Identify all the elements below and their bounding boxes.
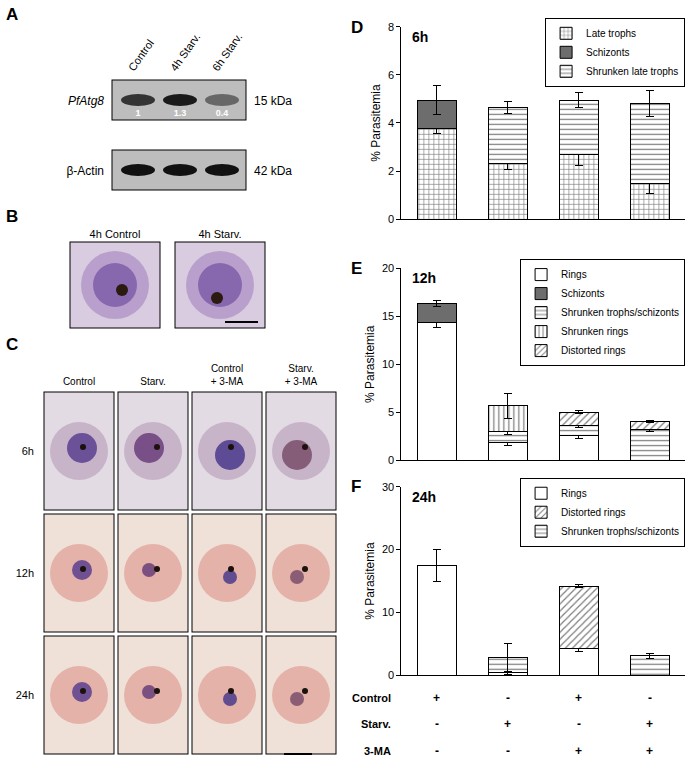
svg-text:E: E [351,259,362,278]
svg-text:4h Starv.: 4h Starv. [198,228,241,240]
svg-text:6h: 6h [412,29,428,45]
svg-text:12h: 12h [16,567,34,579]
svg-text:Distorted rings: Distorted rings [561,507,625,518]
svg-text:+: + [646,717,653,731]
svg-text:F: F [351,477,361,496]
svg-text:Distorted rings: Distorted rings [561,345,625,356]
svg-text:PfAtg8: PfAtg8 [68,94,104,108]
svg-text:24h: 24h [412,489,436,505]
svg-text:Rings: Rings [561,269,587,280]
svg-text:12h: 12h [412,270,436,286]
svg-text:-: - [648,691,652,705]
svg-text:B: B [6,207,18,226]
svg-text:+: + [575,691,582,705]
svg-text:1.3: 1.3 [174,108,187,118]
svg-text:Shrunken trophs/schizonts: Shrunken trophs/schizonts [561,307,679,318]
svg-text:15 kDa: 15 kDa [254,94,292,108]
svg-text:5: 5 [388,406,394,418]
svg-text:% Parasitemia: % Parasitemia [363,325,377,403]
svg-text:Schizonts: Schizonts [586,47,629,58]
svg-text:15: 15 [382,310,394,322]
svg-text:1: 1 [135,108,140,118]
svg-text:8: 8 [388,21,394,33]
svg-text:24h: 24h [16,689,34,701]
svg-text:Schizonts: Schizonts [561,288,604,299]
svg-text:30: 30 [382,481,394,493]
svg-text:-: - [506,744,510,758]
svg-text:Shrunken trophs/schizonts: Shrunken trophs/schizonts [561,526,679,537]
svg-text:A: A [6,5,18,24]
svg-text:3-MA: 3-MA [364,745,391,757]
svg-text:+: + [504,717,511,731]
svg-text:β-Actin: β-Actin [66,164,104,178]
svg-text:+: + [433,691,440,705]
svg-text:20: 20 [382,543,394,555]
svg-text:-: - [506,691,510,705]
svg-text:Starv.: Starv. [288,363,313,374]
svg-text:0: 0 [388,669,394,681]
svg-text:+: + [575,744,582,758]
svg-text:% Parasitemia: % Parasitemia [369,84,383,162]
svg-text:0.4: 0.4 [216,108,229,118]
svg-text:10: 10 [382,606,394,618]
svg-text:10: 10 [382,358,394,370]
svg-text:Shrunken rings: Shrunken rings [561,326,628,337]
svg-text:D: D [351,18,363,37]
svg-text:Starv.: Starv. [361,718,391,730]
svg-text:C: C [6,335,18,354]
svg-text:Shrunken late trophs: Shrunken late trophs [586,66,678,77]
svg-text:Control: Control [211,363,243,374]
svg-text:6h Starv.: 6h Starv. [210,31,245,73]
svg-text:Late trophs: Late trophs [586,28,636,39]
svg-text:+: + [646,744,653,758]
svg-text:-: - [435,717,439,731]
svg-text:6: 6 [388,69,394,81]
svg-text:+ 3-MA: + 3-MA [211,376,244,387]
svg-text:20: 20 [382,262,394,274]
svg-text:2: 2 [388,165,394,177]
svg-text:Rings: Rings [561,488,587,499]
svg-text:0: 0 [388,213,394,225]
svg-text:-: - [577,717,581,731]
svg-text:4h Control: 4h Control [90,228,141,240]
svg-text:4h Starv.: 4h Starv. [168,31,203,73]
svg-text:+ 3-MA: + 3-MA [285,376,318,387]
svg-text:Control: Control [352,692,391,704]
svg-text:Control: Control [126,37,156,73]
svg-text:42 kDa: 42 kDa [254,164,292,178]
svg-text:Starv.: Starv. [140,376,165,387]
svg-text:0: 0 [388,454,394,466]
svg-text:6h: 6h [22,445,34,457]
svg-text:% Parasitemia: % Parasitemia [363,542,377,620]
svg-text:Control: Control [63,376,95,387]
svg-text:-: - [435,744,439,758]
svg-text:4: 4 [388,117,394,129]
